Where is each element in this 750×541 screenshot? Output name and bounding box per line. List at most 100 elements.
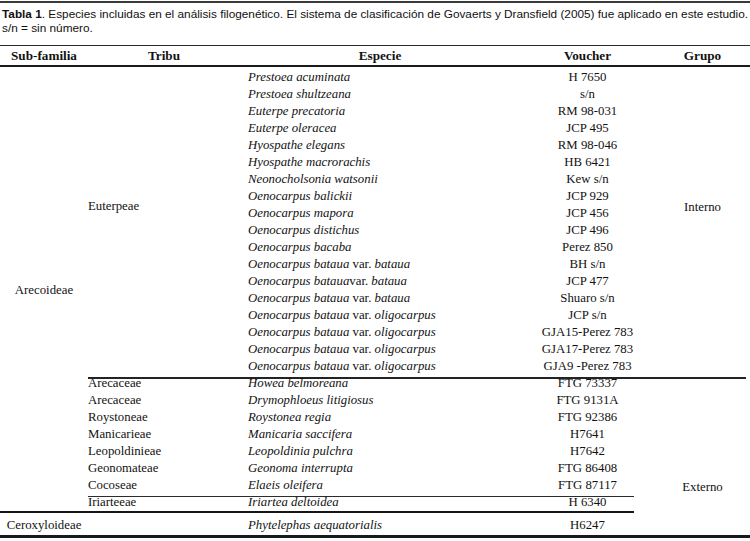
species-name-italic: Oenocarpus bataua [248, 342, 349, 356]
cell-especie: Elaeis oleifera [240, 477, 520, 494]
cell-especie: Euterpe precatoria [240, 103, 520, 120]
cell-subfamilia [0, 358, 88, 375]
cell-especie: Oenocarpus mapora [240, 205, 520, 222]
cell-tribu [88, 69, 240, 86]
species-variety-italic: bataua [371, 274, 407, 288]
table-row: Oenocarpus batauavar. bataua JCP 477 [0, 273, 750, 290]
species-name-italic: Oenocarpus bataua [248, 257, 349, 271]
column-header-grupo: Grupo [655, 47, 750, 64]
table-row: Oenocarpus bataua var. oligocarpus JCP s… [0, 307, 750, 324]
cell-tribu [88, 86, 240, 103]
table-row: Arecaceae Howea belmoreana FTG 73337 [0, 375, 750, 392]
cell-voucher: Perez 850 [520, 239, 655, 256]
species-name-italic: Roystonea regia [248, 410, 331, 424]
cell-grupo [655, 341, 750, 358]
cell-voucher: FTG 86408 [520, 460, 655, 477]
table-row: Euterpe oleracea JCP 495 [0, 120, 750, 137]
cell-especie: Howea belmoreana [240, 375, 520, 392]
cell-especie: Oenocarpus batauavar. bataua [240, 273, 520, 290]
cell-tribu [88, 256, 240, 273]
table-row: Hyospathe macrorachis HB 6421 [0, 154, 750, 171]
cell-tribu [88, 222, 240, 239]
species-name-italic: Oenocarpus balickii [248, 189, 352, 203]
table-row: Cocoseae Elaeis oleifera FTG 87117 [0, 477, 750, 494]
cell-voucher: JCP 496 [520, 222, 655, 239]
cell-subfamilia [0, 86, 88, 103]
species-name-italic: Manicaria saccifera [248, 427, 352, 441]
cell-subfamilia: Ceroxyloideae [0, 517, 88, 541]
cell-subfamilia [0, 443, 88, 460]
cell-tribu [88, 324, 240, 341]
cell-tribu [88, 517, 240, 541]
cell-tribu: Arecaceae [88, 392, 240, 409]
table-header-row: Sub-familia Tribu Especie Voucher Grupo [0, 47, 750, 64]
species-name-italic: Oenocarpus bataua [248, 359, 349, 373]
cell-tribu: Geonomateae [88, 460, 240, 477]
cell-especie: Leopoldinia pulchra [240, 443, 520, 460]
cell-voucher: GJA15-Perez 783 [520, 324, 655, 341]
table-row: Oenocarpus bacaba Perez 850 [0, 239, 750, 256]
cell-subfamilia [0, 69, 88, 86]
species-name-italic: Leopoldinia pulchra [248, 444, 353, 458]
cell-voucher: JCP s/n [520, 307, 655, 324]
table-row: Oenocarpus bataua var. oligocarpus GJA15… [0, 324, 750, 341]
cell-voucher: H6247 [520, 517, 655, 541]
cell-grupo [655, 273, 750, 290]
cell-especie: Manicaria saccifera [240, 426, 520, 443]
cell-grupo [655, 171, 750, 188]
cell-subfamilia [0, 426, 88, 443]
species-variety-italic: oligocarpus [375, 359, 436, 373]
species-name-italic: Euterpe precatoria [248, 104, 345, 118]
species-var-roman: var. [349, 325, 374, 339]
cell-voucher: FTG 92386 [520, 409, 655, 426]
cell-especie: Oenocarpus bataua var. oligocarpus [240, 307, 520, 324]
species-name-italic: Euterpe oleracea [248, 121, 336, 135]
species-var-roman: var. [349, 359, 374, 373]
cell-voucher: H 7650 [520, 69, 655, 86]
species-name-italic: Oenocarpus bataua [248, 308, 349, 322]
cell-subfamilia [0, 137, 88, 154]
cell-especie: Prestoea acuminata [240, 69, 520, 86]
table-row: Geonomateae Geonoma interrupta FTG 86408 [0, 460, 750, 477]
cell-voucher: JCP 477 [520, 273, 655, 290]
cell-voucher: GJA9 -Perez 783 [520, 358, 655, 375]
species-variety-italic: oligocarpus [375, 308, 436, 322]
table-row: Iriarteeae Iriartea deltoidea H 6340 [0, 494, 750, 511]
species-name-italic: Prestoea shultzeana [248, 87, 351, 101]
species-name-italic: Hyospathe elegans [248, 138, 345, 152]
cell-subfamilia [0, 392, 88, 409]
table-caption-text: . Especies incluidas en el análisis filo… [2, 7, 748, 35]
species-name-italic: Howea belmoreana [248, 376, 348, 390]
cell-tribu: Cocoseae [88, 477, 240, 494]
header-top-border [0, 45, 750, 46]
cell-especie: Oenocarpus bataua var. oligocarpus [240, 341, 520, 358]
cell-especie: Drymophloeus litigiosus [240, 392, 520, 409]
cell-especie: Oenocarpus balickii [240, 188, 520, 205]
group-label-subfamilia-arecoideae: Arecoideae [0, 282, 88, 299]
table-top-border [0, 1, 750, 3]
cell-especie: Oenocarpus bataua var. bataua [240, 290, 520, 307]
species-name-italic: Oenocarpus bataua [248, 274, 349, 288]
cell-grupo [655, 86, 750, 103]
table-row: Hyospathe elegans RM 98-046 [0, 137, 750, 154]
species-variety-italic: oligocarpus [375, 342, 436, 356]
cell-subfamilia [0, 120, 88, 137]
cell-voucher: FTG 9131A [520, 392, 655, 409]
cell-voucher: H7641 [520, 426, 655, 443]
cell-grupo [655, 324, 750, 341]
cell-tribu [88, 239, 240, 256]
cell-voucher: JCP 495 [520, 120, 655, 137]
species-var-roman: var. [349, 308, 374, 322]
cell-tribu [88, 120, 240, 137]
cell-tribu [88, 154, 240, 171]
cell-voucher: HB 6421 [520, 154, 655, 171]
cell-grupo [655, 69, 750, 86]
table-row: Euterpe precatoria RM 98-031 [0, 103, 750, 120]
species-name-italic: Oenocarpus bacaba [248, 240, 351, 254]
cell-tribu [88, 307, 240, 324]
cell-voucher: FTG 87117 [520, 477, 655, 494]
cell-tribu: Leopoldinieae [88, 443, 240, 460]
table-row: Manicarieae Manicaria saccifera H7641 [0, 426, 750, 443]
cell-subfamilia [0, 375, 88, 392]
cell-subfamilia [0, 171, 88, 188]
